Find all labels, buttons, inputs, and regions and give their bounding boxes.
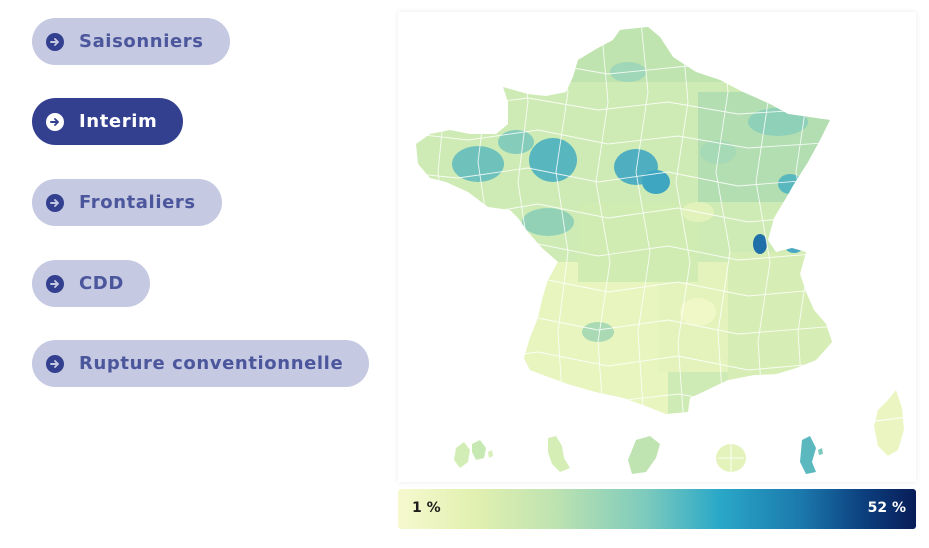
filter-label: Interim bbox=[79, 111, 158, 132]
filter-interim-button[interactable]: Interim bbox=[32, 98, 184, 145]
arrow-right-circle-icon bbox=[46, 193, 64, 212]
filter-cdd-button[interactable]: CDD bbox=[32, 260, 150, 307]
filter-saisonniers-button[interactable]: Saisonniers bbox=[32, 18, 230, 65]
arrow-right-circle-icon bbox=[46, 274, 64, 293]
filter-label: Saisonniers bbox=[79, 31, 204, 52]
choropleth-map[interactable] bbox=[398, 12, 916, 482]
arrow-right-circle-icon bbox=[46, 112, 64, 131]
martinique[interactable] bbox=[548, 436, 570, 472]
filter-frontaliers-button[interactable]: Frontaliers bbox=[32, 179, 222, 226]
corsica[interactable] bbox=[868, 382, 908, 462]
la-reunion[interactable] bbox=[716, 444, 746, 472]
legend-min-label: 1 % bbox=[412, 500, 441, 516]
filter-label: Rupture conventionnelle bbox=[79, 353, 344, 374]
guyane[interactable] bbox=[628, 436, 660, 474]
legend-max-label: 52 % bbox=[867, 500, 906, 516]
map-card bbox=[398, 12, 916, 482]
filter-rupture-conventionnelle-button[interactable]: Rupture conventionnelle bbox=[32, 340, 370, 387]
mayotte[interactable] bbox=[800, 436, 823, 474]
metropolitan-france[interactable] bbox=[398, 12, 916, 482]
color-scale-legend: 1 % 52 % bbox=[398, 489, 916, 529]
filter-label: Frontaliers bbox=[79, 192, 196, 213]
arrow-right-circle-icon bbox=[46, 32, 64, 51]
guadeloupe[interactable] bbox=[454, 440, 493, 468]
filter-label: CDD bbox=[79, 273, 124, 294]
arrow-right-circle-icon bbox=[46, 354, 64, 373]
